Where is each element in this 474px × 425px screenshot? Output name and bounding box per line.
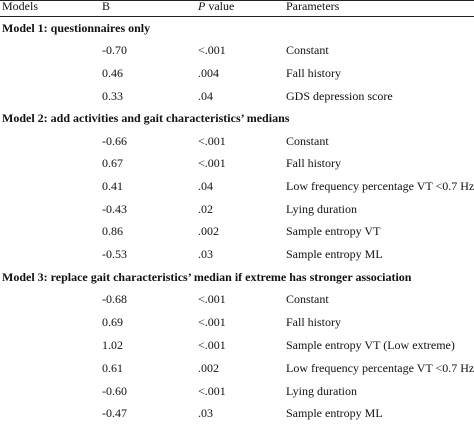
coefficient-b: 1.02 — [102, 338, 123, 352]
coefficient-b: -0.70 — [102, 43, 127, 57]
coefficient-b: -0.60 — [102, 384, 127, 398]
p-value: .03 — [198, 247, 213, 261]
table-row: 0.69 <.001 Fall history — [0, 310, 474, 334]
parameter: Constant — [286, 134, 329, 148]
header-b: B — [102, 0, 111, 13]
table-row: 0.41 .04 Low frequency percentage VT <0.… — [0, 174, 474, 198]
p-value: <.001 — [198, 384, 226, 398]
parameter: Sample entropy ML — [286, 247, 383, 261]
header-models: Models — [2, 0, 38, 13]
table-row: -0.68 <.001 Constant — [0, 287, 474, 311]
table-row: 0.46 .004 Fall history — [0, 61, 474, 85]
section-title-row: Model 3: replace gait characteristics’ m… — [0, 265, 474, 289]
header-bottom-rule — [0, 16, 474, 17]
header-p-letter: P — [198, 0, 206, 13]
coefficient-b: -0.47 — [102, 406, 127, 420]
parameter: Sample entropy VT (Low extreme) — [286, 338, 455, 352]
section-title-row: Model 1: questionnaires only — [0, 16, 474, 40]
parameter: Constant — [286, 43, 329, 57]
parameter: Low frequency percentage VT <0.7 Hz — [286, 361, 474, 375]
p-value: <.001 — [198, 292, 226, 306]
table-row: 0.33 .04 GDS depression score — [0, 84, 474, 108]
table-header-row: Models B P value Parameters — [0, 0, 474, 18]
parameter: Lying duration — [286, 384, 357, 398]
parameter: Fall history — [286, 66, 342, 80]
p-value: .02 — [198, 202, 213, 216]
parameter: Lying duration — [286, 202, 357, 216]
coefficient-b: -0.68 — [102, 292, 127, 306]
table-row: -0.47 .03 Sample entropy ML — [0, 401, 474, 425]
header-p-rest: value — [205, 0, 235, 13]
parameter: Sample entropy ML — [286, 406, 383, 420]
table-row: -0.43 .02 Lying duration — [0, 197, 474, 221]
coefficient-b: 0.67 — [102, 156, 123, 170]
table-row: -0.66 <.001 Constant — [0, 129, 474, 153]
table-row: 0.86 .002 Sample entropy VT — [0, 219, 474, 243]
p-value: .04 — [198, 179, 213, 193]
table-row: 1.02 <.001 Sample entropy VT (Low extrem… — [0, 333, 474, 357]
coefficient-b: 0.61 — [102, 361, 123, 375]
p-value: .004 — [198, 66, 219, 80]
coefficient-b: -0.66 — [102, 134, 127, 148]
p-value: .002 — [198, 361, 219, 375]
header-parameters: Parameters — [286, 0, 340, 13]
p-value: .04 — [198, 89, 213, 103]
coefficient-b: 0.69 — [102, 315, 123, 329]
section-title: Model 2: add activities and gait charact… — [2, 111, 290, 125]
table-top-rule — [0, 0, 474, 1]
coefficient-b: 0.46 — [102, 66, 123, 80]
table-row: 0.61 .002 Low frequency percentage VT <0… — [0, 356, 474, 380]
header-p-value: P value — [198, 0, 234, 18]
section-title-row: Model 2: add activities and gait charact… — [0, 106, 474, 130]
p-value: <.001 — [198, 315, 226, 329]
p-value: .002 — [198, 224, 219, 238]
coefficient-b: -0.43 — [102, 202, 127, 216]
table-row: -0.53 .03 Sample entropy ML — [0, 242, 474, 266]
table-row: 0.67 <.001 Fall history — [0, 151, 474, 175]
parameter: GDS depression score — [286, 89, 393, 103]
p-value: <.001 — [198, 43, 226, 57]
coefficient-b: 0.41 — [102, 179, 123, 193]
parameter: Fall history — [286, 315, 342, 329]
parameter: Low frequency percentage VT <0.7 Hz — [286, 179, 474, 193]
section-title: Model 1: questionnaires only — [2, 21, 151, 35]
table-row: -0.70 <.001 Constant — [0, 38, 474, 62]
coefficient-b: -0.53 — [102, 247, 127, 261]
p-value: <.001 — [198, 134, 226, 148]
parameter: Fall history — [286, 156, 342, 170]
coefficient-b: 0.33 — [102, 89, 123, 103]
p-value: <.001 — [198, 338, 226, 352]
parameter: Constant — [286, 292, 329, 306]
section-title: Model 3: replace gait characteristics’ m… — [2, 270, 412, 284]
table-row: -0.60 <.001 Lying duration — [0, 379, 474, 403]
p-value: <.001 — [198, 156, 226, 170]
coefficient-b: 0.86 — [102, 224, 123, 238]
p-value: .03 — [198, 406, 213, 420]
parameter: Sample entropy VT — [286, 224, 381, 238]
